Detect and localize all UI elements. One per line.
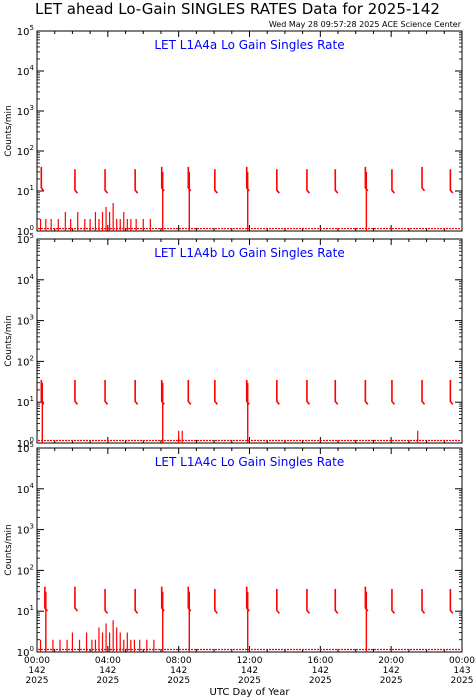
panel-frame-1	[36, 30, 463, 232]
burst-spike	[104, 169, 109, 194]
burst-spike	[104, 380, 109, 405]
y-tick-label: 101	[17, 184, 34, 198]
burst-spike	[421, 380, 426, 405]
burst-spike	[134, 169, 139, 194]
generation-timestamp: Wed May 28 09:57:28 2025 ACE Science Cen…	[268, 20, 461, 29]
burst-spike	[134, 589, 139, 614]
y-tick-label: 100	[17, 645, 34, 659]
x-tick-doy: 142	[28, 666, 45, 676]
burst-spike	[391, 589, 396, 614]
burst-spike	[74, 586, 79, 612]
burst-spike	[214, 380, 218, 405]
burst-spike	[334, 380, 339, 405]
y-axis-label: Counts/min	[4, 524, 14, 575]
x-tick-time: 20:00	[378, 656, 404, 666]
burst-spike	[391, 380, 396, 405]
y-tick-label: 103	[17, 104, 34, 118]
x-tick-doy: 142	[170, 666, 187, 676]
x-tick-year: 2025	[96, 676, 119, 686]
x-tick-year: 2025	[167, 676, 190, 686]
burst-spike	[276, 169, 280, 194]
burst-spike	[421, 589, 426, 614]
y-tick-label: 100	[17, 224, 34, 238]
burst-spike	[306, 589, 311, 614]
burst-spike	[187, 380, 192, 405]
y-tick-label: 104	[17, 482, 35, 496]
burst-spike	[364, 380, 369, 405]
x-tick-time: 08:00	[166, 656, 192, 666]
page-title: LET ahead Lo-Gain SINGLES RATES Data for…	[35, 0, 440, 18]
x-tick-year: 2025	[238, 676, 261, 686]
burst-spike	[214, 589, 218, 614]
y-tick-label: 105	[17, 24, 34, 38]
burst-spike	[276, 589, 280, 614]
burst-spike	[40, 166, 45, 192]
burst-spike	[306, 380, 311, 405]
panel-title: LET L1A4c Lo Gain Singles Rate	[155, 455, 345, 469]
panel-frame-2	[36, 238, 463, 444]
x-tick-doy: 142	[99, 666, 116, 676]
x-tick-year: 2025	[451, 676, 474, 686]
y-tick-label: 104	[17, 273, 35, 287]
x-tick-doy: 142	[312, 666, 329, 676]
x-tick-doy: 142	[383, 666, 400, 676]
burst-spike	[134, 380, 139, 405]
y-tick-label: 105	[17, 441, 34, 455]
x-tick-time: 12:00	[237, 656, 263, 666]
burst-spike	[449, 380, 454, 405]
panel-title: LET L1A4b Lo Gain Singles Rate	[154, 246, 345, 260]
y-tick-label: 102	[17, 354, 34, 368]
burst-spike	[104, 589, 109, 614]
burst-spike	[306, 169, 311, 194]
burst-spike	[74, 380, 79, 405]
burst-spike	[449, 589, 454, 614]
y-tick-label: 103	[17, 314, 34, 328]
y-tick-label: 105	[17, 232, 34, 246]
x-tick-time: 00:00	[449, 656, 475, 666]
burst-spike	[391, 169, 396, 194]
y-tick-label: 101	[17, 604, 34, 618]
x-tick-time: 16:00	[307, 656, 333, 666]
x-tick-doy: 143	[453, 666, 470, 676]
y-axis-label: Counts/min	[4, 105, 14, 156]
burst-spike	[421, 166, 426, 192]
burst-spike	[276, 380, 280, 405]
y-tick-label: 103	[17, 523, 34, 537]
burst-spike	[74, 169, 79, 194]
burst-spike	[334, 169, 339, 194]
y-tick-label: 100	[17, 436, 34, 450]
y-tick-label: 101	[17, 395, 34, 409]
burst-spike	[214, 169, 218, 194]
x-tick-doy: 142	[241, 666, 258, 676]
panel-title: LET L1A4a Lo Gain Singles Rate	[154, 38, 344, 52]
y-tick-label: 104	[17, 64, 35, 78]
x-tick-year: 2025	[26, 676, 49, 686]
x-tick-year: 2025	[309, 676, 332, 686]
y-axis-label: Counts/min	[4, 315, 14, 366]
panel-frame-3	[36, 447, 463, 653]
burst-spike	[449, 169, 454, 194]
x-axis-label: UTC Day of Year	[210, 687, 291, 698]
x-tick-time: 00:00	[24, 656, 50, 666]
y-tick-label: 102	[17, 563, 34, 577]
x-tick-year: 2025	[380, 676, 403, 686]
burst-spike	[334, 589, 339, 614]
x-tick-time: 04:00	[95, 656, 121, 666]
y-tick-label: 102	[17, 144, 34, 158]
